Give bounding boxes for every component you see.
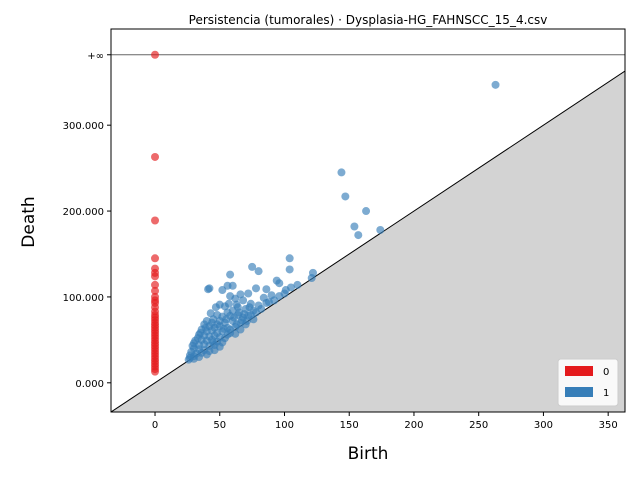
- x-tick-label-7: 350: [599, 420, 618, 431]
- point-series-1-40: [211, 303, 220, 312]
- y-axis-ticks: 0.000 100.000 200.000 300.000 +∞: [63, 51, 111, 390]
- y-tick-label-2: 200.000: [63, 207, 104, 218]
- point-series-1-109: [184, 355, 193, 364]
- x-axis-ticks: 0 50 100 150 200 250 300 350: [152, 412, 618, 431]
- point-series-1-47: [206, 309, 215, 318]
- point-series-1-111: [226, 325, 235, 334]
- point-series-1-120: [229, 313, 238, 322]
- legend-swatch-1: [565, 387, 593, 397]
- plot-area: [111, 50, 625, 412]
- point-series-0-36: [151, 367, 160, 376]
- point-series-0-3: [151, 254, 160, 263]
- point-series-1-8: [248, 262, 257, 271]
- point-series-1-130: [196, 328, 205, 337]
- point-series-1-103: [202, 350, 211, 359]
- point-series-1-122: [240, 310, 249, 319]
- points-layer: [151, 50, 500, 376]
- x-tick-label-1: 50: [213, 420, 226, 431]
- point-series-1-127: [232, 300, 241, 309]
- point-series-1-125: [275, 292, 284, 301]
- point-series-1-22: [293, 280, 302, 289]
- point-series-1-4: [350, 222, 359, 231]
- point-series-1-129: [201, 323, 210, 332]
- x-tick-label-6: 300: [534, 420, 553, 431]
- point-series-0-2: [151, 216, 160, 225]
- chart-title: Persistencia (tumorales) · Dysplasia-HG_…: [189, 13, 548, 27]
- point-series-1-110: [209, 338, 218, 347]
- point-series-1-13: [307, 274, 316, 283]
- point-series-1-2: [341, 192, 350, 201]
- point-series-1-132: [188, 341, 197, 350]
- point-series-0-7: [151, 280, 160, 289]
- point-series-1-27: [244, 289, 253, 298]
- point-series-1-1: [337, 168, 346, 177]
- y-tick-label-1: 100.000: [63, 293, 104, 304]
- point-series-0-8: [151, 286, 160, 295]
- point-series-1-31: [239, 296, 248, 305]
- point-series-1-7: [285, 254, 294, 263]
- point-series-1-5: [354, 231, 363, 240]
- point-series-0-0: [151, 50, 160, 59]
- point-series-1-99: [210, 346, 219, 355]
- point-series-1-119: [219, 324, 228, 333]
- point-series-1-114: [242, 316, 251, 325]
- point-series-1-6: [376, 225, 385, 234]
- y-axis-label: Death: [19, 196, 39, 247]
- point-series-1-116: [252, 308, 261, 317]
- point-series-1-123: [245, 303, 254, 312]
- point-series-1-124: [262, 298, 271, 307]
- x-tick-label-4: 200: [404, 420, 423, 431]
- point-series-1-128: [209, 315, 218, 324]
- x-axis-label: Birth: [348, 444, 389, 464]
- plot-frame: [110, 28, 626, 413]
- point-series-1-117: [222, 315, 231, 324]
- point-series-0-6: [151, 272, 160, 281]
- x-tick-label-0: 0: [152, 420, 158, 431]
- legend-label-1: 1: [603, 388, 609, 399]
- point-series-1-11: [226, 270, 235, 279]
- point-series-1-126: [224, 299, 233, 308]
- point-series-1-17: [204, 285, 213, 294]
- x-tick-label-3: 150: [340, 420, 359, 431]
- point-series-1-10: [285, 265, 294, 274]
- point-series-0-1: [151, 152, 160, 161]
- point-series-1-9: [254, 267, 263, 276]
- point-series-1-15: [228, 281, 237, 290]
- x-tick-label-5: 250: [469, 420, 488, 431]
- point-series-1-30: [231, 294, 240, 303]
- point-series-1-0: [491, 80, 500, 89]
- x-tick-label-2: 100: [275, 420, 294, 431]
- y-tick-label-3: 300.000: [63, 121, 104, 132]
- legend: 0 1: [557, 358, 619, 407]
- y-tick-label-0: 0.000: [75, 379, 104, 390]
- legend-swatch-0: [565, 366, 593, 376]
- point-series-1-18: [218, 286, 227, 295]
- point-series-1-20: [262, 285, 271, 294]
- legend-label-0: 0: [603, 367, 609, 378]
- point-series-1-3: [362, 207, 371, 216]
- y-tick-label-infinity: +∞: [87, 51, 104, 62]
- below-diagonal-region: [111, 71, 625, 412]
- point-series-1-19: [252, 284, 261, 293]
- point-series-1-24: [275, 279, 284, 288]
